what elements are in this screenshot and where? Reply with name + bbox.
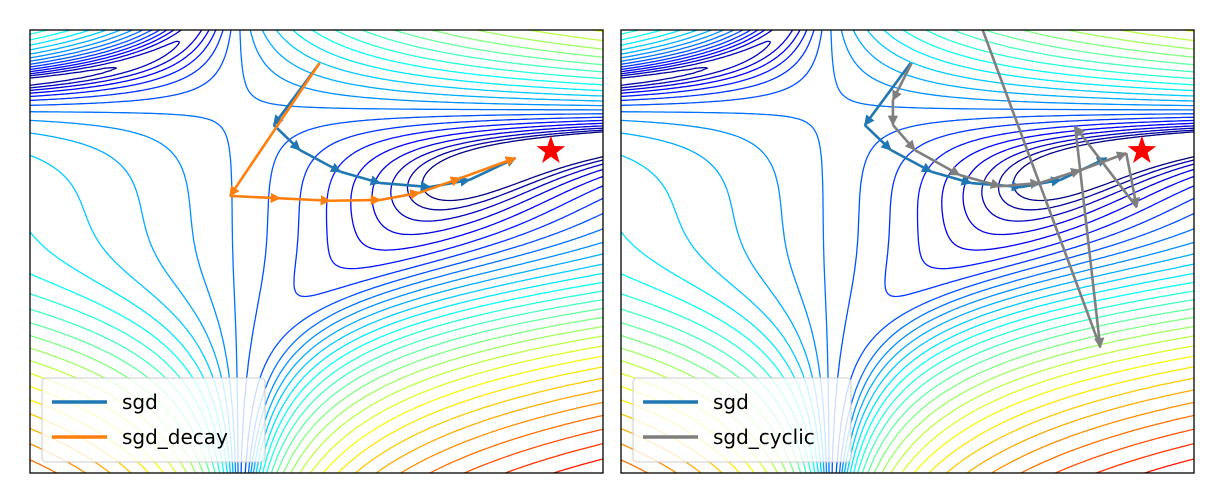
sgd-step-arrow	[931, 170, 973, 186]
sgd-step-arrow	[299, 148, 342, 173]
contour-level	[621, 30, 1194, 473]
contour-level	[30, 30, 603, 298]
contour-level	[30, 30, 603, 236]
left-legend: sgd sgd_decay	[41, 377, 266, 463]
contour-level	[30, 30, 603, 251]
sgd_cyclic-step-arrow	[914, 148, 961, 177]
sgd_cyclic-step-arrow	[1039, 168, 1082, 185]
sgd-step-arrow	[379, 181, 432, 192]
contour-level	[30, 40, 603, 222]
contour-level	[30, 30, 603, 473]
contour-level	[30, 30, 603, 270]
sgd_decay-step-arrow	[229, 192, 282, 204]
sgd-step-arrow	[272, 124, 301, 151]
legend-label: sgd	[122, 390, 158, 414]
contour-level	[621, 66, 1194, 211]
contour-level	[621, 30, 1194, 473]
contour-level	[30, 66, 603, 211]
sgd_cyclic-step-arrow	[1074, 125, 1138, 208]
right-contour-panel	[620, 29, 1195, 474]
right-legend: sgd sgd_cyclic	[632, 377, 852, 463]
contour-level	[30, 30, 603, 473]
contour-level	[30, 30, 603, 473]
sgd_cyclic-step-arrow	[1000, 178, 1041, 189]
sgd-step-arrow	[340, 170, 382, 186]
contour-level	[30, 30, 603, 473]
sgd_cyclic-step-arrow	[891, 62, 913, 102]
contour-level	[621, 30, 1194, 473]
contour-level	[553, 458, 603, 473]
contour-level	[621, 30, 1194, 251]
sgd-step-arrow	[863, 62, 912, 126]
legend-box	[632, 377, 852, 463]
sgd_decay-step-arrow	[330, 194, 382, 206]
minimum-star-marker	[1127, 135, 1157, 163]
axes-frame	[620, 29, 1195, 474]
contour-level	[30, 30, 603, 473]
path-sgd_cyclic	[887, 30, 1141, 349]
contour-level	[504, 443, 603, 473]
sgd_cyclic-step-arrow	[1073, 126, 1105, 349]
minimum-star-marker	[536, 135, 566, 163]
sgd_cyclic-step-arrow	[1125, 152, 1141, 209]
contour-level	[621, 30, 1194, 298]
sgd_decay-step-arrow	[459, 156, 517, 180]
sgd_decay-step-arrow	[379, 189, 421, 202]
contour-level	[1095, 443, 1194, 473]
sgd_decay-step-arrow	[228, 62, 321, 197]
plot-area	[621, 30, 1194, 473]
legend-label: sgd_decay	[122, 425, 228, 449]
axes-frame	[29, 29, 604, 474]
legend-box	[41, 377, 266, 463]
sgd_decay-step-arrow	[419, 176, 462, 194]
sgd_cyclic-step-arrow	[891, 124, 916, 151]
contour-level	[1055, 428, 1194, 473]
contour-level	[621, 30, 1194, 473]
contour-level	[1144, 458, 1194, 473]
legend-label: sgd	[713, 390, 749, 414]
sgd_cyclic-step-arrow	[981, 30, 1102, 348]
path-sgd	[272, 62, 517, 192]
contour-level	[621, 30, 1194, 270]
contour-level	[621, 30, 1194, 473]
path-sgd_decay	[228, 62, 517, 206]
sgd-step-arrow	[890, 148, 933, 173]
contour-level	[464, 428, 603, 473]
sgd_decay-step-arrow	[279, 195, 332, 206]
sgd-step-arrow	[863, 124, 892, 151]
legend-label: sgd_cyclic	[713, 425, 815, 449]
sgd_cyclic-step-arrow	[959, 173, 1002, 189]
